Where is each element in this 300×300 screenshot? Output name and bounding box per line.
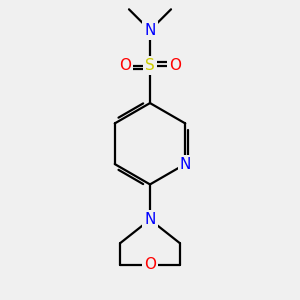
Text: S: S [145, 58, 155, 73]
Text: O: O [144, 257, 156, 272]
Text: N: N [144, 212, 156, 227]
Text: O: O [169, 58, 181, 73]
Text: N: N [179, 157, 191, 172]
Text: O: O [119, 58, 131, 73]
Text: N: N [144, 23, 156, 38]
